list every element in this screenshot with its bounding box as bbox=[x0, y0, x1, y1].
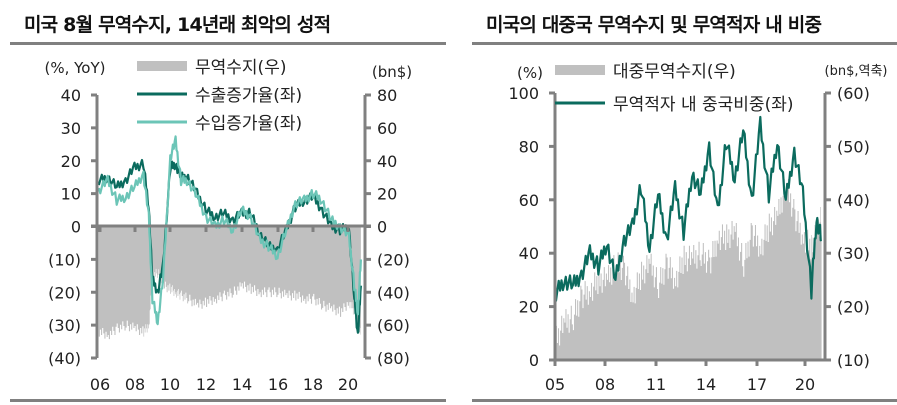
svg-text:80: 80 bbox=[377, 86, 397, 105]
svg-text:80: 80 bbox=[519, 137, 539, 156]
right-chart-panel: 미국의 대중국 무역수지 및 무역적자 내 비중 100 (60) 80 (50) 60… bbox=[450, 0, 897, 405]
svg-text:30: 30 bbox=[61, 119, 81, 138]
svg-text:40: 40 bbox=[61, 86, 81, 105]
svg-text:0: 0 bbox=[71, 218, 81, 237]
svg-text:20: 20 bbox=[377, 185, 397, 204]
left-title-rule bbox=[10, 42, 446, 45]
svg-text:(30): (30) bbox=[837, 244, 870, 263]
bar-series bbox=[98, 226, 361, 340]
bar-series bbox=[555, 178, 822, 360]
svg-text:16: 16 bbox=[268, 375, 288, 394]
svg-text:수입증가율(좌): 수입증가율(좌) bbox=[195, 114, 302, 134]
svg-text:(bn$,역축): (bn$,역축) bbox=[825, 64, 888, 79]
svg-text:14: 14 bbox=[696, 375, 716, 394]
left-bottom-rule bbox=[10, 399, 446, 402]
svg-text:08: 08 bbox=[125, 375, 145, 394]
svg-text:무역적자 내 중국비중(좌): 무역적자 내 중국비중(좌) bbox=[613, 95, 793, 115]
right-chart-title: 미국의 대중국 무역수지 및 무역적자 내 비중 bbox=[486, 14, 822, 36]
svg-text:(50): (50) bbox=[837, 137, 870, 156]
svg-text:14: 14 bbox=[232, 375, 252, 394]
svg-text:08: 08 bbox=[595, 375, 615, 394]
svg-text:20: 20 bbox=[338, 375, 358, 394]
svg-text:(10): (10) bbox=[837, 351, 870, 370]
svg-text:(80): (80) bbox=[377, 349, 410, 368]
line-series bbox=[554, 115, 823, 302]
svg-text:(bn$): (bn$) bbox=[372, 63, 412, 81]
svg-text:12: 12 bbox=[196, 375, 216, 394]
svg-text:0: 0 bbox=[377, 218, 387, 237]
svg-text:20: 20 bbox=[519, 298, 539, 317]
svg-text:11: 11 bbox=[646, 375, 666, 394]
right-bottom-rule bbox=[472, 399, 897, 402]
svg-text:(60): (60) bbox=[377, 316, 410, 335]
svg-text:60: 60 bbox=[519, 191, 539, 210]
svg-text:(40): (40) bbox=[377, 283, 410, 302]
svg-text:06: 06 bbox=[90, 375, 110, 394]
svg-text:100: 100 bbox=[508, 84, 539, 103]
left-chart-plot: 40 80 30 60 20 40 10 20 0 0 (10) (20) (20) (40) (30) (6… bbox=[44, 58, 412, 394]
svg-text:(20): (20) bbox=[48, 283, 81, 302]
svg-text:(30): (30) bbox=[48, 316, 81, 335]
svg-text:(10): (10) bbox=[48, 250, 81, 269]
left-chart-panel: 미국 8월 무역수지, 14년래 최악의 성적 40 80 30 60 20 40 10 20… bbox=[10, 14, 446, 402]
svg-text:(%): (%) bbox=[517, 64, 543, 82]
svg-text:05: 05 bbox=[545, 375, 565, 394]
right-chart-plot: 100 (60) 80 (50) 60 (40) 40 (30) 20 (20) 0 (10) 05 08… bbox=[508, 62, 888, 394]
svg-text:(60): (60) bbox=[837, 84, 870, 103]
svg-text:20: 20 bbox=[61, 152, 81, 171]
svg-text:(%, YoY): (%, YoY) bbox=[44, 59, 105, 77]
svg-text:0: 0 bbox=[529, 351, 539, 370]
svg-text:40: 40 bbox=[519, 244, 539, 263]
svg-text:18: 18 bbox=[303, 375, 323, 394]
svg-text:60: 60 bbox=[377, 119, 397, 138]
svg-text:수출증가율(좌): 수출증가율(좌) bbox=[195, 86, 302, 106]
svg-text:(20): (20) bbox=[837, 298, 870, 317]
svg-text:10: 10 bbox=[61, 185, 81, 204]
svg-text:20: 20 bbox=[795, 375, 815, 394]
svg-text:대중무역수지(우): 대중무역수지(우) bbox=[613, 62, 736, 82]
svg-text:(40): (40) bbox=[837, 191, 870, 210]
svg-text:10: 10 bbox=[160, 375, 180, 394]
right-title-rule bbox=[472, 42, 897, 45]
svg-text:(20): (20) bbox=[377, 250, 410, 269]
svg-text:40: 40 bbox=[377, 152, 397, 171]
svg-text:무역수지(우): 무역수지(우) bbox=[195, 58, 286, 78]
svg-text:17: 17 bbox=[747, 375, 767, 394]
svg-text:(40): (40) bbox=[48, 349, 81, 368]
left-chart-title: 미국 8월 무역수지, 14년래 최악의 성적 bbox=[24, 14, 331, 36]
